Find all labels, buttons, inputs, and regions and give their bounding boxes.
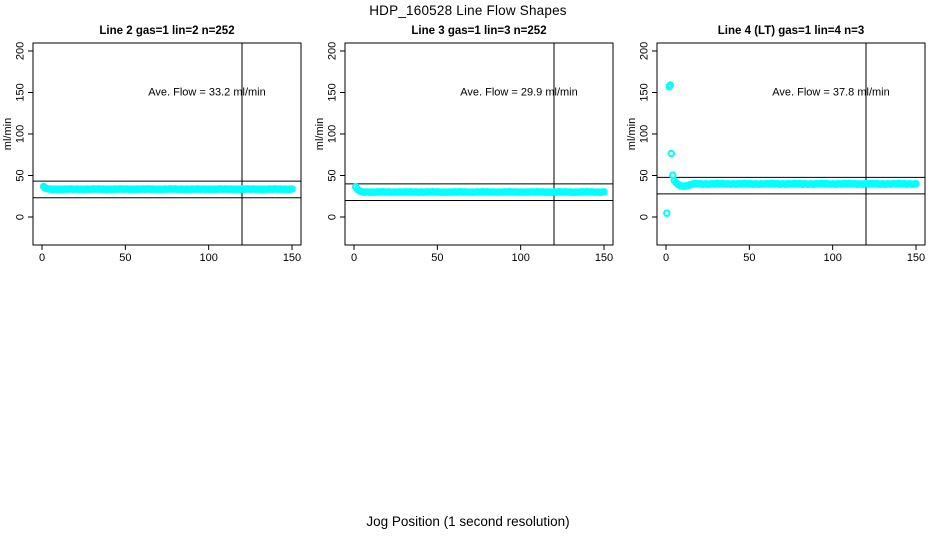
x-tick-label: 100 (823, 252, 841, 264)
y-tick-label: 150 (639, 83, 651, 101)
y-tick-label: 0 (639, 214, 651, 220)
x-tick-label: 0 (663, 252, 669, 264)
data-points (39, 182, 296, 194)
y-tick-label: 0 (327, 214, 339, 220)
plot-box (344, 42, 614, 246)
panel-line-4: 0 50 100 150 0 50 100 150 200 ml/min Line 4 (LT) g… (626, 25, 926, 264)
panel-title: Line 4 (LT) gas=1 lin=4 n=3 (718, 25, 864, 37)
panel-title: Line 2 gas=1 lin=2 n=252 (99, 25, 234, 37)
plot-box (32, 42, 302, 246)
y-tick-label: 100 (639, 125, 651, 143)
x-tick-label: 150 (283, 252, 301, 264)
y-tick-label: 100 (15, 125, 27, 143)
x-tick-label: 50 (119, 252, 131, 264)
x-tick-label: 150 (907, 252, 925, 264)
x-tick-label: 0 (39, 252, 45, 264)
y-axis-label: ml/min (626, 118, 638, 150)
y-tick-label: 100 (327, 125, 339, 143)
y-tick-label: 50 (639, 169, 651, 181)
y-axis-label: ml/min (2, 118, 14, 150)
x-tick-label: 100 (511, 252, 529, 264)
ave-flow-annotation: Ave. Flow = 29.9 ml/min (460, 87, 577, 99)
ave-flow-annotation: Ave. Flow = 33.2 ml/min (148, 87, 265, 99)
y-tick-label: 150 (327, 83, 339, 101)
data-points (351, 183, 608, 196)
x-axis-global-label: Jog Position (1 second resolution) (366, 514, 570, 529)
y-tick-label: 200 (327, 42, 339, 60)
data-points (663, 81, 920, 217)
x-tick-label: 0 (351, 252, 357, 264)
y-tick-label: 200 (639, 42, 651, 60)
ave-flow-annotation: Ave. Flow = 37.8 ml/min (772, 87, 889, 99)
x-tick-label: 100 (199, 252, 217, 264)
panel-line-2: 0 50 100 150 0 50 100 150 200 ml/min Line 2 gas=1 … (2, 25, 302, 264)
y-tick-label: 200 (15, 42, 27, 60)
panel-title: Line 3 gas=1 lin=3 n=252 (411, 25, 546, 37)
figure-title: HDP_160528 Line Flow Shapes (369, 3, 567, 18)
y-tick-label: 50 (327, 169, 339, 181)
y-tick-label: 150 (15, 83, 27, 101)
y-axis-label: ml/min (314, 118, 326, 150)
y-tick-label: 50 (15, 169, 27, 181)
x-tick-label: 50 (431, 252, 443, 264)
y-tick-label: 0 (15, 214, 27, 220)
plot-box (656, 42, 926, 246)
panel-line-3: 0 50 100 150 0 50 100 150 200 ml/min Line 3 gas=1 … (314, 25, 614, 264)
x-tick-label: 150 (595, 252, 613, 264)
x-tick-label: 50 (743, 252, 755, 264)
